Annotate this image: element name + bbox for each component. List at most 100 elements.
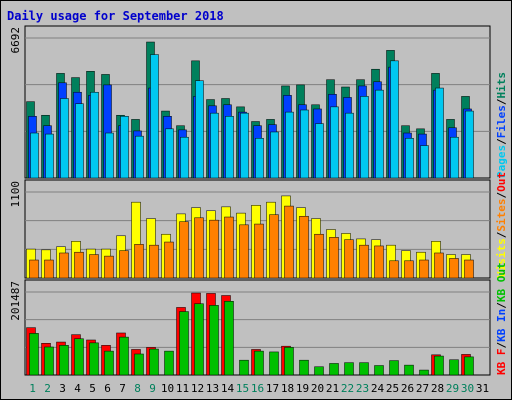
x-tick-label: 24 <box>371 382 385 395</box>
x-tick-label: 21 <box>326 382 339 395</box>
x-tick-label: 2 <box>44 382 51 395</box>
bar-kb-out-day-25 <box>389 360 399 376</box>
bar-pages-day-28 <box>435 87 444 179</box>
x-axis-labels: 1 2 3 4 5 6 7 8 9 10 11 12 13 14 15 16 17 18 19 20 21 22 23 24 2… <box>29 382 489 395</box>
bar-kb-out-day-28 <box>434 355 444 376</box>
bar-pages-day-9 <box>150 54 159 179</box>
bar-sites-day-19 <box>299 215 309 279</box>
legend-entry: / <box>495 138 508 145</box>
bar-sites-day-29 <box>449 258 459 279</box>
bar-sites-day-16 <box>254 223 264 279</box>
bar-pages-day-19 <box>300 109 309 179</box>
bar-kb-out-day-4 <box>74 338 84 376</box>
bar-pages-day-18 <box>285 111 294 179</box>
bar-pages-day-27 <box>420 145 429 179</box>
bar-sites-day-5 <box>89 254 99 279</box>
legend-entry: Hits <box>495 72 508 99</box>
bar-kb-out-day-23 <box>359 362 369 376</box>
x-tick-label: 27 <box>416 382 429 395</box>
x-tick-label: 23 <box>356 382 369 395</box>
x-tick-label: 29 <box>446 382 459 395</box>
x-tick-label: 7 <box>119 382 126 395</box>
x-tick-label: 8 <box>134 382 141 395</box>
bar-kb-out-day-6 <box>104 350 114 376</box>
bar-sites-day-23 <box>359 244 369 279</box>
bar-pages-day-22 <box>345 112 354 179</box>
bar-kb-out-day-20 <box>314 366 324 376</box>
bar-pages-day-3 <box>60 98 69 179</box>
bar-pages-day-14 <box>225 116 234 179</box>
x-tick-label: 15 <box>236 382 249 395</box>
bar-kb-out-day-22 <box>344 362 354 376</box>
bar-pages-day-20 <box>315 123 324 179</box>
bar-kb-out-day-1 <box>29 333 39 376</box>
bar-pages-day-8 <box>135 135 144 179</box>
bar-sites-day-12 <box>194 217 204 279</box>
bar-kb-out-day-15 <box>239 359 249 376</box>
legend-entry: KB In <box>495 309 508 342</box>
bar-sites-day-1 <box>29 259 39 279</box>
bar-pages-day-11 <box>180 136 189 179</box>
chart-panels: 6692Pages/Files/Hits1100Visits/Sites/Out… <box>9 25 508 376</box>
bar-kb-out-day-21 <box>329 363 339 376</box>
bar-pages-day-30 <box>465 110 474 179</box>
x-tick-label: 25 <box>386 382 399 395</box>
bar-sites-day-27 <box>419 259 429 279</box>
bar-sites-day-14 <box>224 216 234 279</box>
bar-sites-day-11 <box>179 221 189 279</box>
legend-entry: KB Out <box>495 262 508 302</box>
legend-entry: Out <box>495 172 508 192</box>
bar-sites-day-28 <box>434 252 444 279</box>
bar-kb-out-day-5 <box>89 342 99 376</box>
bar-pages-day-2 <box>45 133 54 179</box>
x-tick-label: 26 <box>401 382 414 395</box>
legend-entry: / <box>495 192 508 199</box>
x-tick-label: 13 <box>206 382 219 395</box>
bar-kb-out-day-12 <box>194 303 204 376</box>
bar-kb-out-day-7 <box>119 336 129 376</box>
bar-kb-out-day-27 <box>419 369 429 376</box>
panel-legend: Visits/Sites/Out <box>495 172 508 278</box>
x-tick-label: 18 <box>281 382 294 395</box>
bar-pages-day-17 <box>270 131 279 179</box>
bar-sites-day-30 <box>464 259 474 279</box>
bar-pages-day-4 <box>75 103 84 179</box>
bar-kb-out-day-18 <box>284 347 294 376</box>
bar-kb-out-day-9 <box>149 348 159 376</box>
bar-sites-day-18 <box>284 205 294 279</box>
bar-pages-day-25 <box>390 60 399 179</box>
bar-pages-day-23 <box>360 96 369 179</box>
bar-kb-out-day-2 <box>44 346 54 376</box>
bar-pages-day-5 <box>90 91 99 179</box>
x-tick-label: 3 <box>59 382 66 395</box>
legend-entry: KB F <box>495 349 508 376</box>
panel-legend: KB F/KB In/KB Out <box>495 262 508 375</box>
panel-legend: Pages/Files/Hits <box>495 72 508 178</box>
bar-sites-day-21 <box>329 237 339 279</box>
x-tick-label: 11 <box>176 382 189 395</box>
bar-kb-out-day-30 <box>464 356 474 376</box>
bar-sites-day-3 <box>59 252 69 279</box>
legend-entry: Pages <box>495 145 508 178</box>
bar-pages-day-15 <box>240 112 249 179</box>
x-tick-label: 10 <box>161 382 174 395</box>
x-tick-label: 16 <box>251 382 264 395</box>
bar-kb-out-day-13 <box>209 305 219 376</box>
bar-pages-day-13 <box>210 112 219 179</box>
bar-pages-day-12 <box>195 80 204 179</box>
bar-sites-day-20 <box>314 233 324 279</box>
legend-entry: / <box>495 231 508 238</box>
bar-sites-day-15 <box>239 224 249 279</box>
chart-title: Daily usage for September 2018 <box>7 9 224 23</box>
legend-entry: Sites <box>495 199 508 232</box>
x-tick-label: 12 <box>191 382 204 395</box>
x-tick-label: 4 <box>74 382 81 395</box>
bar-pages-day-26 <box>405 138 414 179</box>
bar-sites-day-6 <box>104 255 114 279</box>
bar-sites-day-9 <box>149 244 159 279</box>
x-tick-label: 20 <box>311 382 324 395</box>
y-max-label: 6692 <box>9 27 22 54</box>
x-tick-label: 31 <box>476 382 489 395</box>
